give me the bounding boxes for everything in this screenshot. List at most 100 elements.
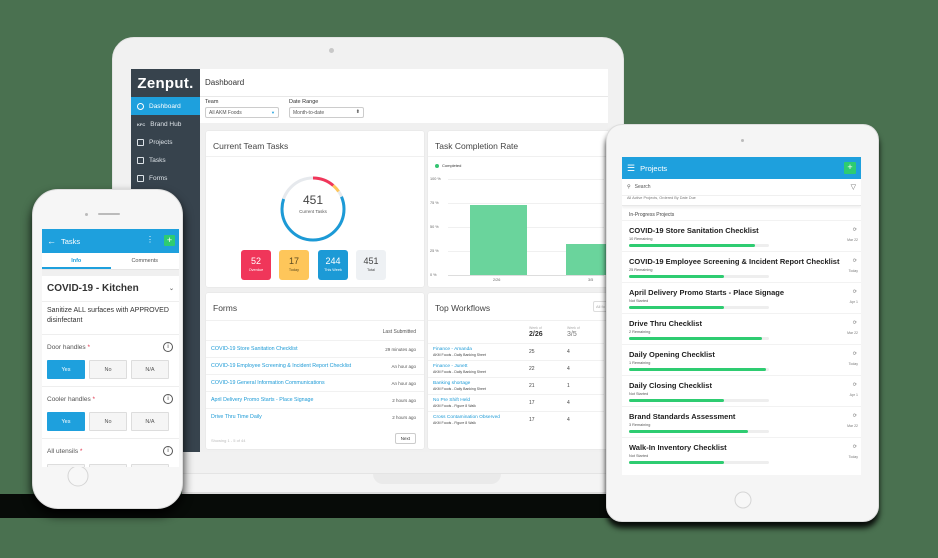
project-item[interactable]: Walk-In Inventory Checklist Not Started ⟳ T… <box>622 437 861 468</box>
this-week-stat[interactable]: 244 This Week <box>318 250 348 280</box>
kebab-menu-icon[interactable]: ⋮ <box>146 235 154 244</box>
project-item[interactable]: Daily Closing Checklist Not Started ⟳ Apr 1 <box>622 375 861 406</box>
add-button[interactable]: + <box>164 235 175 246</box>
sidebar-item-dashboard[interactable]: Dashboard <box>131 97 200 115</box>
na-button[interactable]: N/A <box>131 360 169 379</box>
y-tick: 25 % <box>430 249 439 253</box>
team-label: Team <box>205 99 219 105</box>
back-arrow-icon[interactable]: ← <box>47 236 56 246</box>
no-button[interactable]: No <box>89 412 127 431</box>
y-tick: 75 % <box>430 201 439 205</box>
card-title: Top Workflows <box>428 293 608 321</box>
laptop-camera <box>329 48 334 53</box>
page-title: Dashboard <box>200 69 608 97</box>
card-title: Forms <box>206 293 424 321</box>
sidebar-item-forms[interactable]: Forms <box>131 169 200 187</box>
add-project-button[interactable]: + <box>844 162 856 174</box>
dashboard-icon <box>137 102 144 110</box>
search-input[interactable]: ⚲ Search ▽ <box>622 179 861 196</box>
yes-button[interactable]: Yes <box>47 360 85 379</box>
info-icon[interactable]: i <box>163 342 173 352</box>
tablet-screen: ☰ Projects + ⚲ Search ▽ All Active Proje… <box>622 157 861 475</box>
project-item[interactable]: Brand Standards Assessment 3 Remaining ⟳ Ma… <box>622 406 861 437</box>
tab-comments[interactable]: Comments <box>131 258 159 264</box>
project-item[interactable]: COVID-19 Store Sanitation Checklist 10 Re… <box>622 220 861 251</box>
form-row[interactable]: COVID-19 General Information Communicati… <box>206 374 424 391</box>
project-item[interactable]: Daily Opening Checklist 1 Remaining ⟳ Today <box>622 344 861 375</box>
phone-tabs: Info Comments <box>42 253 179 270</box>
form-row[interactable]: COVID-19 Store Sanitation Checklist 29 mi… <box>206 340 424 357</box>
completion-chart: Completed 100 % 75 % 50 % 25 % 0 % 2/26 … <box>428 159 606 284</box>
x-axis <box>448 275 604 276</box>
x-tick: 3/5 <box>588 278 594 282</box>
na-button[interactable]: N/A <box>131 412 169 431</box>
workflow-row[interactable]: Cross Contamination Observed AKM Foods - … <box>428 411 604 428</box>
y-tick: 0 % <box>430 273 437 277</box>
required-marker: * <box>87 344 91 351</box>
card-title: Current Team Tasks <box>206 131 424 157</box>
next-button[interactable]: Next <box>394 433 416 444</box>
total-stat[interactable]: 451 Total <box>356 250 386 280</box>
form-row[interactable]: COVID-19 Employee Screening & Incident R… <box>206 357 424 374</box>
section-title: In-Progress Projects <box>629 212 675 218</box>
no-button[interactable] <box>89 464 127 467</box>
task-description: Sanitize ALL surfaces with APPROVED disi… <box>42 302 179 335</box>
sync-icon: ⟳ <box>852 320 857 326</box>
form-row[interactable]: April Delivery Promo Starts - Place Sign… <box>206 391 424 408</box>
current-tasks-count: 451 <box>302 193 324 207</box>
zenput-logo: Zenput. <box>137 74 194 92</box>
chevron-down-icon: ▼ <box>271 110 275 115</box>
info-icon[interactable]: i <box>163 446 173 456</box>
form-row[interactable]: Drive Thru Time Daily 2 hours ago <box>206 408 424 425</box>
project-item[interactable]: COVID-19 Employee Screening & Incident R… <box>622 251 861 282</box>
sync-icon: ⟳ <box>852 227 857 233</box>
required-marker: * <box>92 396 96 403</box>
yes-button[interactable] <box>47 464 85 467</box>
date-range-select[interactable]: Month-to-date ⬍ <box>289 107 364 118</box>
phone-camera <box>85 213 88 216</box>
team-select[interactable]: All AKM Foods ▼ <box>205 107 279 118</box>
tab-info[interactable]: Info <box>42 253 111 269</box>
sync-icon: ⟳ <box>852 258 857 264</box>
date-range-label: Date Range <box>289 99 319 105</box>
workflow-row[interactable]: Finance - Junett AKM Foods - Daily Bankin… <box>428 360 604 377</box>
overdue-stat[interactable]: 52 Overdue <box>241 250 271 280</box>
filter-icon[interactable]: ▽ <box>850 184 856 191</box>
chevron-down-icon[interactable]: ⌄ <box>168 286 174 292</box>
project-item[interactable]: Drive Thru Checklist 2 Remaining ⟳ Mar 22 <box>622 313 861 344</box>
pagination-info: Showing 1 - 5 of 44 <box>211 438 246 443</box>
project-item[interactable]: April Delivery Promo Starts - Place Sign… <box>622 282 861 313</box>
no-button[interactable]: No <box>89 360 127 379</box>
tasks-donut-chart <box>280 176 346 242</box>
card-title: Task Completion Rate <box>428 131 608 157</box>
sidebar-item-tasks[interactable]: Tasks <box>131 151 200 169</box>
question-cooler-handles: Cooler handles * i Yes No N/A <box>42 387 179 439</box>
sidebar-item-projects[interactable]: Projects <box>131 133 200 151</box>
today-stat[interactable]: 17 Today <box>279 250 309 280</box>
hamburger-menu-icon[interactable]: ☰ <box>627 162 636 173</box>
yes-button[interactable]: Yes <box>47 412 85 431</box>
workflow-row[interactable]: Finance - Amanda AKM Foods - Daily Bankin… <box>428 343 604 360</box>
workflow-filter-select[interactable]: All fo <box>593 301 608 312</box>
required-marker: * <box>79 448 83 455</box>
bar-3-5[interactable] <box>566 244 606 275</box>
y-tick: 100 % <box>430 177 441 181</box>
phone-home-button[interactable] <box>67 465 89 487</box>
sidebar-item-brand-hub[interactable]: KFC Brand Hub <box>137 120 182 128</box>
workflow-row[interactable]: Banking shortage AKM Foods - Daily Bankin… <box>428 377 604 394</box>
laptop-screen: Zenput. Dashboard KFC Brand Hub Projects … <box>131 69 608 452</box>
laptop-notch <box>373 474 501 484</box>
tasks-icon <box>137 156 144 164</box>
x-tick: 2/26 <box>493 278 501 282</box>
progress-bar <box>629 399 769 402</box>
progress-bar <box>629 430 769 433</box>
info-icon[interactable]: i <box>163 394 173 404</box>
workflow-row[interactable]: No Pre Shift Held AKM Foods - Figure 8 Wa… <box>428 394 604 411</box>
tablet-home-button[interactable] <box>734 491 752 509</box>
projects-icon <box>137 138 144 146</box>
bar-2-26[interactable] <box>470 205 527 275</box>
na-button[interactable] <box>131 464 169 467</box>
phone-screen: ← Tasks ⋮ + Info Comments COVID-19 - Kit… <box>42 229 179 467</box>
progress-bar <box>629 244 769 247</box>
task-title[interactable]: COVID-19 - Kitchen ⌄ <box>42 276 179 302</box>
